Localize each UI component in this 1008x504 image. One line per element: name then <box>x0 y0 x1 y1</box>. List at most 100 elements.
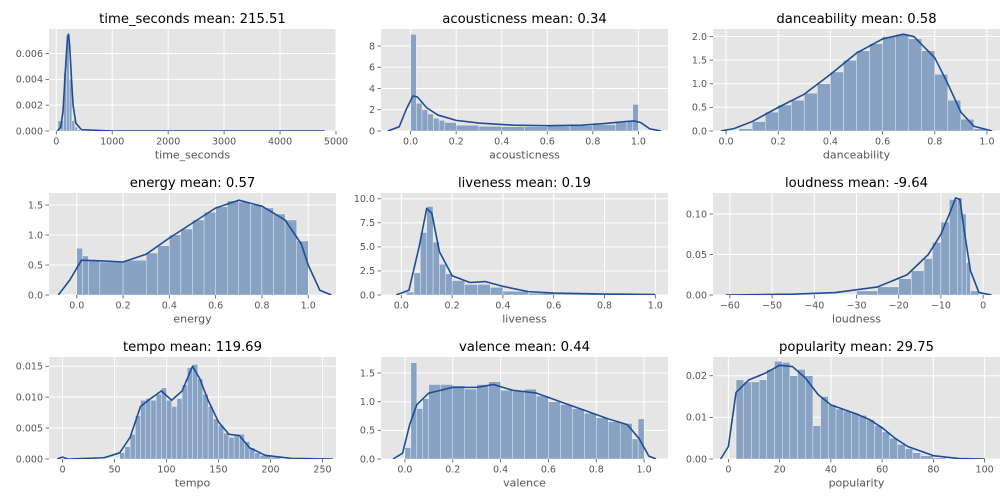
histogram-bar <box>947 100 962 131</box>
histogram-bar <box>966 262 971 295</box>
y-tick-label: 0.002 <box>16 100 43 111</box>
x-tick-label: 0.8 <box>585 137 600 148</box>
y-tick-label: 0.10 <box>686 209 707 220</box>
histogram-bar <box>140 400 146 459</box>
x-tick-label: 0.4 <box>494 137 509 148</box>
histogram-bar <box>77 129 81 131</box>
histogram-bar <box>233 434 240 459</box>
histogram-bar <box>932 242 942 295</box>
histogram-bar <box>877 286 899 295</box>
x-tick-label: 0.8 <box>254 301 269 312</box>
y-tick-label: 0.00 <box>686 290 707 301</box>
chart-title: popularity mean: 29.75 <box>779 340 934 355</box>
histogram-bar <box>961 213 967 295</box>
chart-title: acousticness mean: 0.34 <box>442 12 607 27</box>
x-tick-label: 5000 <box>324 137 348 148</box>
kde-curve <box>56 33 325 131</box>
histogram-bar <box>502 290 529 295</box>
histogram-bar <box>743 381 752 459</box>
histogram-bar <box>273 213 286 295</box>
chart-title: loudness mean: -9.64 <box>785 176 928 191</box>
histogram-bar <box>751 381 760 459</box>
x-axis-label: liveness <box>502 313 547 326</box>
x-tick-label: −50 <box>762 301 782 312</box>
histogram-bar <box>804 93 818 131</box>
y-tick-label: 0.5 <box>28 260 43 271</box>
histogram-bar <box>129 434 136 459</box>
histogram-bar <box>608 421 621 459</box>
histogram-bar <box>524 126 548 131</box>
y-tick-label: 0.05 <box>686 250 707 261</box>
x-tick-label: −60 <box>720 301 740 312</box>
plot-content <box>56 33 325 131</box>
histogram-bar <box>238 201 251 295</box>
histogram-bar <box>146 252 158 295</box>
histogram-bar <box>476 384 489 459</box>
histogram-bar <box>122 260 147 295</box>
x-tick-label: 0 <box>980 301 986 312</box>
x-tick-label: 1.0 <box>631 137 646 148</box>
x-tick-label: 0.2 <box>771 137 786 148</box>
histogram-bar <box>569 125 594 131</box>
histogram-bar <box>207 406 214 459</box>
histogram-bar <box>584 412 597 459</box>
y-tick-label: 4 <box>369 84 375 95</box>
x-tick-label: 0.8 <box>597 301 612 312</box>
y-tick-label: 2.0 <box>692 32 707 43</box>
histogram-bar <box>444 122 457 131</box>
x-axis-label: acousticness <box>489 149 560 162</box>
histogram-bar <box>215 206 228 295</box>
histogram-bar <box>439 264 446 295</box>
y-tick-label: 0.01 <box>686 413 707 424</box>
histogram-bar <box>422 398 430 459</box>
histogram-bar <box>851 413 860 459</box>
histogram-bar <box>778 104 792 131</box>
histogram-bar <box>774 360 783 459</box>
histogram-bar <box>758 379 767 459</box>
histogram-bar <box>843 59 857 131</box>
x-tick-label: 0.0 <box>403 137 418 148</box>
chart-title: danceability mean: 0.58 <box>776 12 936 27</box>
x-tick-label: 0.2 <box>445 301 460 312</box>
histogram-bar <box>560 404 573 459</box>
histogram-bar <box>766 369 775 459</box>
kde-curve <box>57 199 332 295</box>
y-tick-label: 2 <box>369 105 375 116</box>
x-tick-label: 0 <box>59 465 65 476</box>
histogram-bar <box>812 425 821 459</box>
y-tick-label: 0.0 <box>360 290 375 301</box>
histogram-bar <box>452 385 465 459</box>
histogram-bar <box>254 452 261 459</box>
histogram-bar <box>631 438 639 459</box>
histogram-bar <box>500 390 513 459</box>
x-tick-label: 3000 <box>212 137 236 148</box>
histogram-bar <box>192 219 205 295</box>
histogram-bar <box>970 290 980 295</box>
histogram-bar <box>856 290 878 295</box>
y-tick-label: 10.0 <box>354 194 375 205</box>
histogram-bar <box>858 415 867 459</box>
histogram-bar <box>426 206 434 295</box>
histogram-bar <box>406 291 415 295</box>
histogram-bar <box>416 408 424 459</box>
y-tick-label: 7.5 <box>360 218 375 229</box>
plot-content <box>395 206 656 295</box>
y-tick-label: 0.0 <box>360 454 375 465</box>
histogram-bar <box>592 124 616 131</box>
histogram-bar <box>438 120 445 131</box>
x-tick-label: 1.0 <box>301 301 316 312</box>
histogram-bar <box>440 384 453 459</box>
histogram-bar <box>192 364 198 459</box>
x-tick-label: 60 <box>876 465 888 476</box>
x-tick-label: 0 <box>53 137 59 148</box>
histogram-bar <box>427 113 434 131</box>
histogram-bar <box>912 452 921 459</box>
x-tick-label: 4000 <box>268 137 292 148</box>
x-axis-label: energy <box>173 313 212 326</box>
histogram-bar <box>228 437 235 459</box>
chart-panel-4: 0.0 0.2 0.4 0.6 0.8 1.0 0.0 0.5 1.0 1.5 energy mea… <box>28 176 336 326</box>
histogram-bar <box>856 50 870 131</box>
y-tick-label: 6 <box>369 63 375 74</box>
histogram-bar <box>176 398 183 459</box>
